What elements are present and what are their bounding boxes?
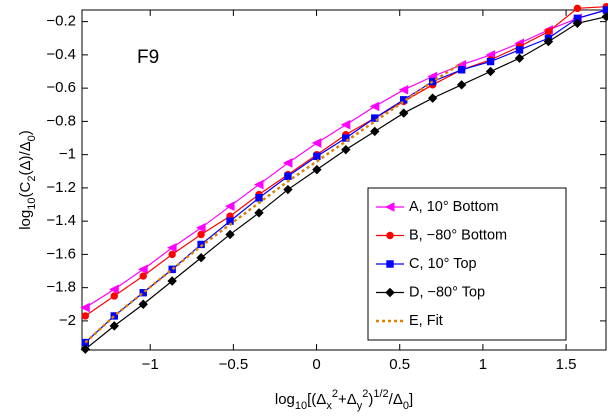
y-axis-label-part: 2: [26, 176, 38, 182]
point: [80, 344, 91, 354]
point: [196, 253, 206, 263]
point: [167, 276, 177, 286]
legend: A, 10° Bottom B, −80° Bottom C, 10° Top D, …: [367, 187, 567, 341]
x-axis-label-part: 2: [332, 388, 338, 400]
y-axis-label-part: ): [17, 130, 34, 135]
point: [399, 108, 409, 118]
point: [109, 321, 119, 331]
point: [312, 164, 322, 175]
annotation: F9: [137, 47, 159, 68]
x-axis-label-part: ]: [409, 391, 413, 408]
point: [138, 299, 148, 309]
x-tick-label: 0: [312, 356, 320, 373]
y-tick-label: −1.6: [46, 245, 76, 262]
y-tick-label: −0.8: [46, 112, 76, 129]
y-tick-label: −0.6: [46, 79, 76, 96]
point: [197, 230, 205, 239]
y-axis-label-part: (Δ)/Δ: [17, 141, 34, 175]
legend-label: D, −80° Top: [409, 284, 485, 300]
legend-label: E, Fit: [409, 313, 443, 329]
point: [514, 53, 525, 63]
point: [80, 302, 90, 313]
point: [572, 18, 583, 29]
point: [485, 66, 496, 77]
point: [282, 158, 293, 168]
y-axis-label: log10(C2(Δ)/Δ0): [17, 130, 38, 230]
y-tick-label: −0.4: [46, 46, 76, 63]
legend-marker: [386, 231, 394, 240]
x-axis-label-part: [(Δ: [307, 391, 326, 408]
y-tick-label: −1: [59, 146, 76, 163]
point: [543, 36, 554, 47]
y-axis-label-part: (C: [17, 182, 34, 198]
legend-marker: [386, 260, 394, 268]
point: [253, 179, 264, 190]
point: [370, 126, 380, 137]
x-axis-label-part: +Δ: [338, 391, 357, 408]
x-axis-label-part: 0: [403, 400, 409, 412]
x-tick-label: 0.5: [389, 356, 410, 373]
point: [109, 284, 119, 295]
point: [139, 272, 147, 280]
point: [457, 66, 466, 74]
point: [341, 144, 351, 155]
point: [602, 6, 608, 14]
point: [456, 80, 467, 90]
point: [225, 229, 235, 240]
x-tick-label: −0.5: [219, 356, 249, 373]
x-axis-label-part: ): [368, 391, 373, 408]
x-axis-label: log10[(Δx2+Δy2)1/2/Δ0]: [275, 388, 413, 412]
y-axis-label-part: log: [17, 210, 34, 230]
y-axis-label-part: 0: [26, 135, 38, 141]
point: [369, 101, 380, 112]
x-axis-label-part: y: [357, 400, 363, 412]
point: [168, 250, 176, 259]
y-tick-label: −1.4: [46, 212, 76, 229]
point: [313, 152, 321, 161]
legend-marker: [384, 202, 395, 212]
y-tick-label: −0.2: [46, 13, 76, 30]
point: [573, 4, 582, 13]
point: [110, 292, 118, 300]
point: [544, 27, 553, 36]
x-axis-label-part: 2: [362, 388, 368, 400]
point: [138, 264, 148, 275]
legend-label: B, −80° Bottom: [409, 227, 507, 243]
x-tick-label: 1.5: [556, 356, 577, 373]
x-axis-label-part: x: [326, 400, 332, 412]
x-axis-label-part: 1/2: [373, 388, 388, 400]
point: [224, 201, 235, 211]
point: [515, 46, 524, 54]
series-line: [84, 62, 463, 344]
point: [195, 222, 206, 233]
point: [340, 119, 351, 130]
y-tick-label: −2: [59, 312, 76, 329]
point: [601, 11, 608, 22]
point: [255, 194, 263, 202]
point: [284, 172, 292, 180]
y-tick-label: −1.8: [46, 279, 76, 296]
legend-label: C, 10° Top: [409, 256, 477, 272]
point: [311, 138, 322, 148]
x-tick-label: 1: [479, 356, 487, 373]
legend-marker: [385, 287, 395, 298]
legend-label: A, 10° Bottom: [409, 199, 499, 215]
x-axis-label-part: 10: [295, 400, 307, 412]
point: [573, 14, 582, 23]
point: [486, 57, 495, 66]
x-axis-label-part: log: [275, 391, 295, 408]
x-tick-label: −1: [142, 356, 159, 373]
point: [427, 93, 438, 103]
point: [226, 217, 234, 225]
point: [254, 208, 264, 218]
y-axis-label-part: 10: [26, 198, 38, 210]
point: [81, 312, 90, 320]
point: [167, 242, 177, 253]
x-axis-label-part: /Δ: [389, 391, 403, 408]
y-tick-label: −1.2: [46, 179, 76, 196]
point: [283, 184, 293, 195]
point: [398, 84, 409, 95]
